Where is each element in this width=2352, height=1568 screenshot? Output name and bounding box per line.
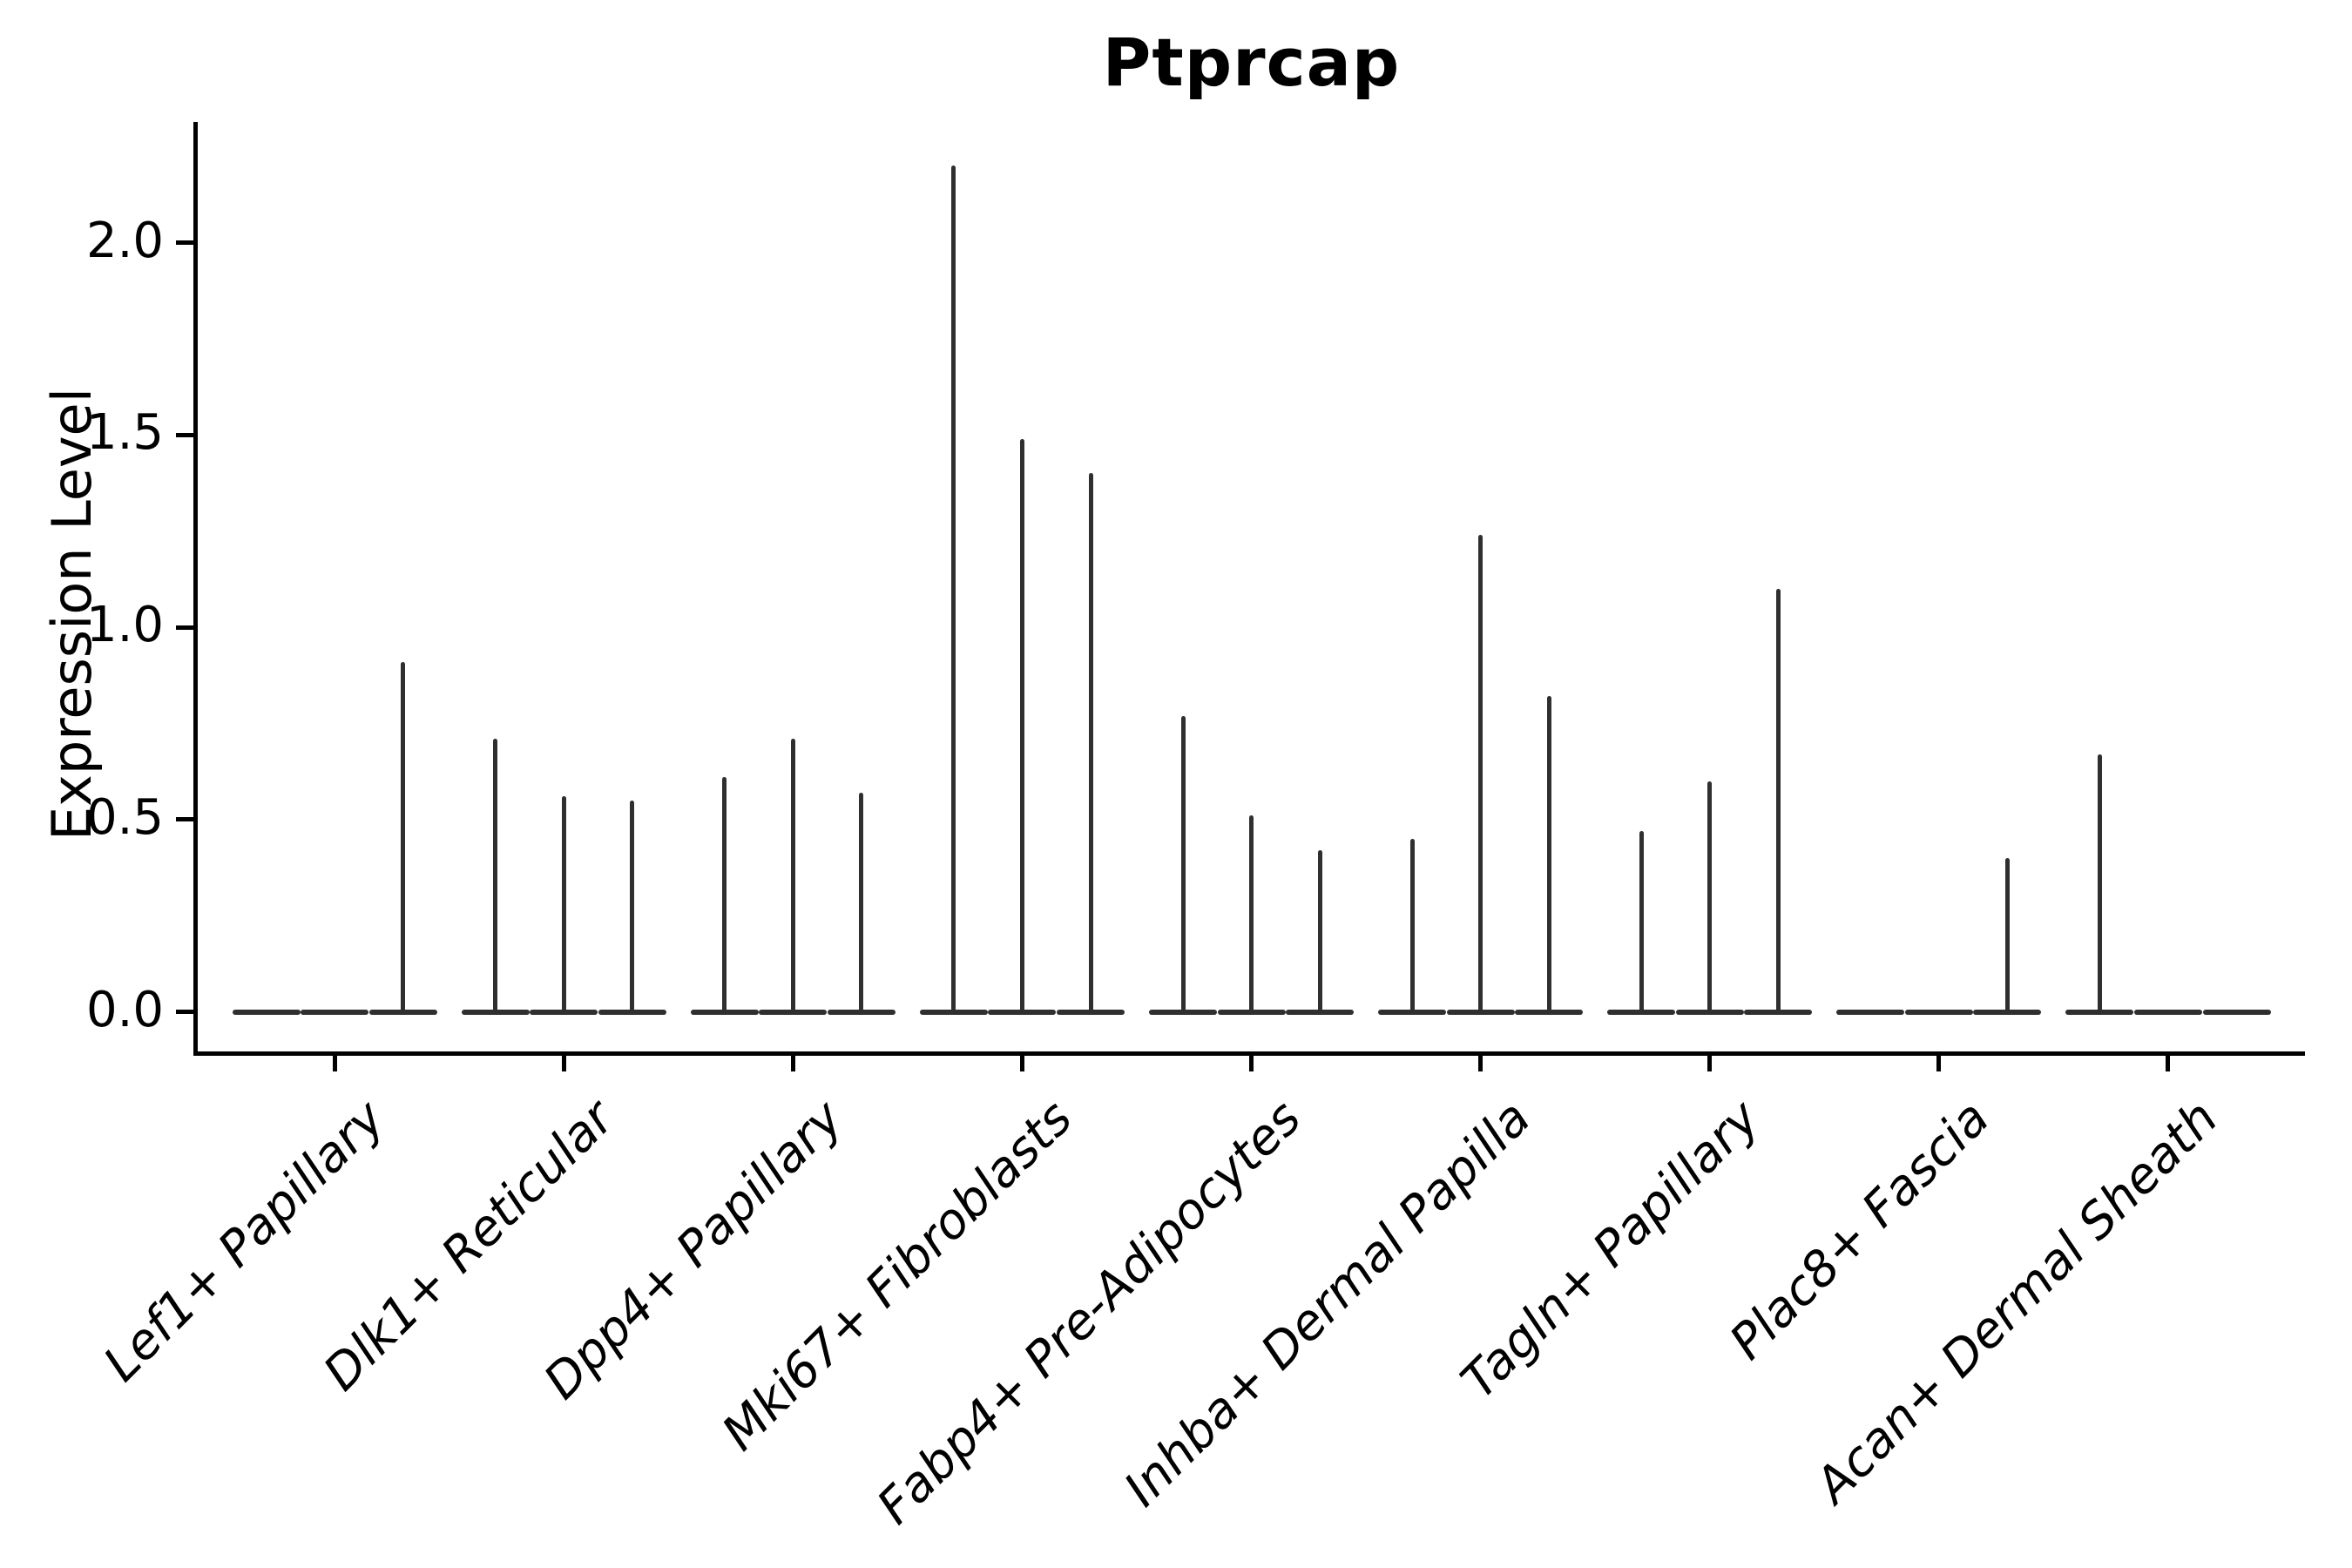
violin-base — [1973, 1009, 2042, 1015]
violin-base — [1607, 1009, 1676, 1015]
violin-base — [461, 1009, 530, 1015]
x-tick — [1936, 1056, 1942, 1071]
violin-spike — [951, 166, 956, 1012]
violin-base — [1675, 1009, 1744, 1015]
violin-base — [1217, 1009, 1286, 1015]
violin-base — [1378, 1009, 1447, 1015]
violin-base — [598, 1009, 666, 1015]
x-tick — [1478, 1056, 1484, 1071]
violin-base — [2133, 1009, 2202, 1015]
violin-spike — [1409, 838, 1415, 1012]
x-tick-label: Acan+ Dermal Sheath — [1804, 1090, 2229, 1514]
violin-spike — [859, 792, 864, 1012]
violin-spike — [493, 739, 498, 1012]
violin-spike — [1707, 781, 1713, 1012]
violin-spike — [401, 661, 406, 1012]
violin-base — [759, 1009, 828, 1015]
violin-spike — [1180, 715, 1186, 1012]
plot-title: Ptprcap — [1102, 24, 1401, 101]
violin-spike — [561, 796, 566, 1012]
y-tick-label: 1.5 — [85, 404, 164, 462]
y-tick-label: 0.0 — [85, 981, 164, 1038]
violin-base — [1149, 1009, 1217, 1015]
x-tick — [2166, 1056, 2171, 1071]
x-tick-label: Fabp4+ Pre-Adipocytes — [867, 1090, 1313, 1536]
violin-base — [2065, 1009, 2134, 1015]
violin-base — [1286, 1009, 1355, 1015]
x-tick — [790, 1056, 795, 1071]
violin-base — [690, 1009, 759, 1015]
y-tick — [176, 240, 193, 245]
violin-spike — [2097, 754, 2102, 1012]
violin-base — [1744, 1009, 1813, 1015]
violin-spike — [1478, 535, 1484, 1012]
x-tick — [332, 1056, 337, 1071]
violin-base — [368, 1009, 437, 1015]
violin-base — [1057, 1009, 1125, 1015]
y-tick-label: 0.5 — [85, 788, 164, 846]
violin-spike — [630, 800, 635, 1012]
violin-spike — [790, 739, 795, 1012]
y-axis-spine — [193, 122, 198, 1056]
x-tick — [1019, 1056, 1024, 1071]
violin-base — [232, 1009, 301, 1015]
y-tick — [176, 432, 193, 437]
violin-spike — [1019, 438, 1024, 1012]
violin-base — [2202, 1009, 2271, 1015]
violin-spike — [722, 777, 727, 1012]
violin-spike — [2004, 857, 2010, 1012]
violin-spike — [1317, 850, 1322, 1012]
x-tick — [561, 1056, 566, 1071]
violin-spike — [1249, 815, 1254, 1012]
violin-base — [988, 1009, 1057, 1015]
violin-base — [530, 1009, 598, 1015]
x-axis-spine — [193, 1051, 2305, 1056]
violin-spike — [1639, 830, 1644, 1012]
violin-base — [301, 1009, 369, 1015]
x-tick — [1707, 1056, 1713, 1071]
violin-spike — [1775, 588, 1781, 1012]
violin-base — [1446, 1009, 1515, 1015]
y-tick-label: 2.0 — [85, 212, 164, 269]
x-tick — [1249, 1056, 1254, 1071]
x-tick-label: Inhba+ Dermal Papilla — [1113, 1090, 1542, 1518]
violin-base — [1515, 1009, 1584, 1015]
y-tick — [176, 625, 193, 630]
violin-base — [827, 1009, 896, 1015]
violin-base — [1836, 1009, 1905, 1015]
violin-spike — [1088, 473, 1093, 1012]
y-tick — [176, 1010, 193, 1014]
violin-spike — [1546, 696, 1551, 1012]
violin-base — [919, 1009, 988, 1015]
y-tick — [176, 817, 193, 822]
y-tick-label: 1.0 — [85, 597, 164, 653]
violin-base — [1904, 1009, 1973, 1015]
